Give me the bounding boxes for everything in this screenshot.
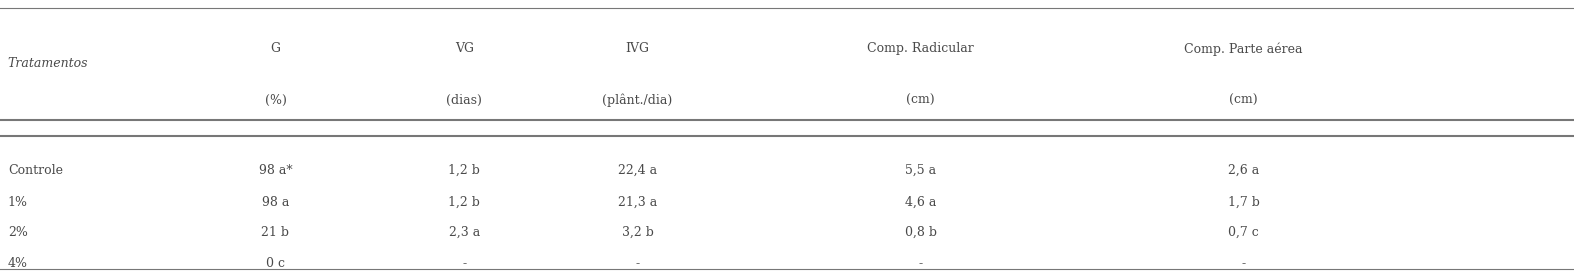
Text: (plânt./dia): (plânt./dia) bbox=[603, 94, 672, 107]
Text: G: G bbox=[271, 42, 280, 55]
Text: (cm): (cm) bbox=[907, 94, 935, 107]
Text: -: - bbox=[636, 257, 639, 270]
Text: 21,3 a: 21,3 a bbox=[619, 196, 656, 209]
Text: 1,2 b: 1,2 b bbox=[449, 196, 480, 209]
Text: -: - bbox=[919, 257, 922, 270]
Text: 1,2 b: 1,2 b bbox=[449, 163, 480, 177]
Text: -: - bbox=[463, 257, 466, 270]
Text: Comp. Parte aérea: Comp. Parte aérea bbox=[1184, 42, 1303, 56]
Text: VG: VG bbox=[455, 42, 474, 55]
Text: Tratamentos: Tratamentos bbox=[8, 57, 88, 70]
Text: 3,2 b: 3,2 b bbox=[622, 226, 653, 239]
Text: 2,3 a: 2,3 a bbox=[449, 226, 480, 239]
Text: (cm): (cm) bbox=[1229, 94, 1258, 107]
Text: 98 a: 98 a bbox=[261, 196, 290, 209]
Text: Comp. Radicular: Comp. Radicular bbox=[867, 42, 974, 55]
Text: IVG: IVG bbox=[625, 42, 650, 55]
Text: 22,4 a: 22,4 a bbox=[619, 163, 656, 177]
Text: -: - bbox=[1242, 257, 1245, 270]
Text: 1%: 1% bbox=[8, 196, 28, 209]
Text: 21 b: 21 b bbox=[261, 226, 290, 239]
Text: 2%: 2% bbox=[8, 226, 28, 239]
Text: 4%: 4% bbox=[8, 257, 28, 270]
Text: 5,5 a: 5,5 a bbox=[905, 163, 937, 177]
Text: 0 c: 0 c bbox=[266, 257, 285, 270]
Text: 4,6 a: 4,6 a bbox=[905, 196, 937, 209]
Text: 2,6 a: 2,6 a bbox=[1228, 163, 1259, 177]
Text: Controle: Controle bbox=[8, 163, 63, 177]
Text: 0,7 c: 0,7 c bbox=[1228, 226, 1259, 239]
Text: (%): (%) bbox=[264, 94, 286, 107]
Text: 0,8 b: 0,8 b bbox=[905, 226, 937, 239]
Text: 1,7 b: 1,7 b bbox=[1228, 196, 1259, 209]
Text: 98 a*: 98 a* bbox=[258, 163, 293, 177]
Text: (dias): (dias) bbox=[447, 94, 482, 107]
